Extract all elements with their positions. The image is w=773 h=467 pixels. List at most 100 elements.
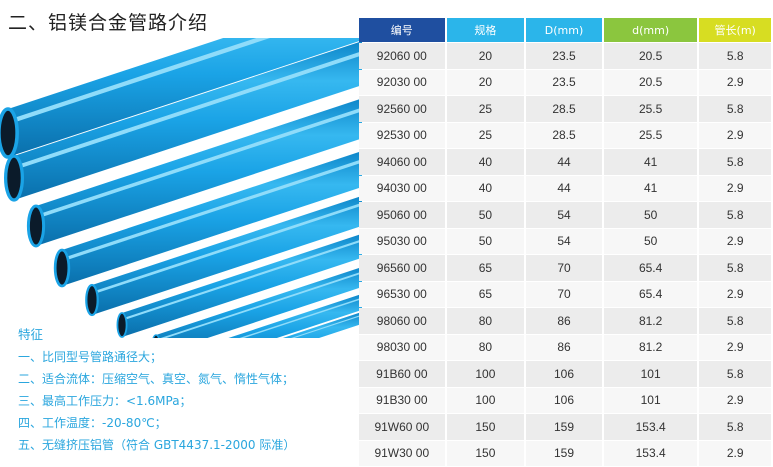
feature-item: 二、适合流体：压缩空气、真空、氮气、惰性气体； <box>18 372 295 386</box>
cell-inner-diameter: 25.5 <box>603 122 698 148</box>
pipe-highlight <box>35 107 362 219</box>
cell-outer-diameter: 86 <box>526 334 602 360</box>
cell-inner-diameter: 65.4 <box>603 255 698 281</box>
table-row: 91W60 00 150 159 153.4 5.8 <box>359 414 771 440</box>
cell-code: 95060 00 <box>359 202 445 228</box>
cell-code: 94030 00 <box>359 175 445 201</box>
feature-item: 四、工作温度：-20-80℃； <box>18 416 167 430</box>
cell-code: 92530 00 <box>359 122 445 148</box>
pipe-highlight <box>121 239 362 321</box>
cell-outer-diameter: 44 <box>526 175 602 201</box>
page-title: 二、铝镁合金管路介绍 <box>8 12 209 34</box>
cell-spec: 40 <box>446 149 525 175</box>
cell-length: 5.8 <box>699 96 771 122</box>
cell-length: 5.8 <box>699 43 771 69</box>
cell-inner-diameter: 41 <box>603 175 698 201</box>
table-row: 96560 00 65 70 65.4 5.8 <box>359 255 771 281</box>
cell-spec: 25 <box>446 122 525 148</box>
cell-code: 96560 00 <box>359 255 445 281</box>
cell-outer-diameter: 159 <box>526 414 602 440</box>
cell-outer-diameter: 23.5 <box>526 69 602 95</box>
cell-outer-diameter: 44 <box>526 149 602 175</box>
table-row: 92530 00 25 28.5 25.5 2.9 <box>359 122 771 148</box>
header-inner-diameter: d(mm) <box>603 18 698 42</box>
cell-code: 91B60 00 <box>359 361 445 387</box>
pipe-end <box>85 283 99 317</box>
aluminum-pipes-image <box>0 38 362 338</box>
cell-inner-diameter: 153.4 <box>603 440 698 466</box>
table-row: 94030 00 40 44 41 2.9 <box>359 175 771 201</box>
cell-outer-diameter: 86 <box>526 308 602 334</box>
table-header-row: 编号 规格 D(mm) d(mm) 管长(m) <box>359 18 771 42</box>
feature-item: 一、比同型号管路通径大； <box>18 350 163 364</box>
cell-inner-diameter: 25.5 <box>603 96 698 122</box>
cell-length: 5.8 <box>699 255 771 281</box>
pipe-end <box>0 107 19 159</box>
header-code: 编号 <box>359 18 445 42</box>
cell-length: 2.9 <box>699 69 771 95</box>
cell-spec: 150 <box>446 440 525 466</box>
pipe-end <box>152 334 160 338</box>
table-row: 92560 00 25 28.5 25.5 5.8 <box>359 96 771 122</box>
table-row: 92030 00 20 23.5 20.5 2.9 <box>359 69 771 95</box>
table-row: 92060 00 20 23.5 20.5 5.8 <box>359 43 771 69</box>
cell-spec: 65 <box>446 281 525 307</box>
pipe-highlight <box>91 202 362 295</box>
cell-length: 2.9 <box>699 122 771 148</box>
pipe-end <box>53 248 71 288</box>
cell-spec: 40 <box>446 175 525 201</box>
table-row: 91W30 00 150 159 153.4 2.9 <box>359 440 771 466</box>
pipe-group <box>0 38 362 338</box>
features-title: 特征 <box>18 327 44 342</box>
header-outer-diameter: D(mm) <box>526 18 602 42</box>
pipe-highlight <box>160 271 362 338</box>
pipe <box>228 293 362 338</box>
cell-code: 92030 00 <box>359 69 445 95</box>
feature-item: 三、最高工作压力：<1.6MPa； <box>18 394 192 408</box>
table-row: 94060 00 40 44 41 5.8 <box>359 149 771 175</box>
header-spec: 规格 <box>446 18 525 42</box>
pipe-end <box>26 204 46 248</box>
cell-outer-diameter: 106 <box>526 361 602 387</box>
pipe <box>282 311 362 338</box>
cell-spec: 65 <box>446 255 525 281</box>
cell-length: 2.9 <box>699 281 771 307</box>
cell-code: 91W60 00 <box>359 414 445 440</box>
cell-length: 5.8 <box>699 202 771 228</box>
cell-spec: 100 <box>446 387 525 413</box>
cell-inner-diameter: 50 <box>603 202 698 228</box>
table-row: 91B60 00 100 106 101 5.8 <box>359 361 771 387</box>
cell-inner-diameter: 50 <box>603 228 698 254</box>
pipe-highlight <box>61 159 362 262</box>
cell-spec: 50 <box>446 228 525 254</box>
pipe <box>8 38 362 157</box>
cell-inner-diameter: 65.4 <box>603 281 698 307</box>
cell-length: 2.9 <box>699 175 771 201</box>
cell-spec: 150 <box>446 414 525 440</box>
cell-inner-diameter: 81.2 <box>603 334 698 360</box>
cell-length: 5.8 <box>699 308 771 334</box>
cell-code: 98060 00 <box>359 308 445 334</box>
pipe-end <box>116 312 128 338</box>
cell-spec: 20 <box>446 69 525 95</box>
cell-length: 2.9 <box>699 334 771 360</box>
table-row: 98030 00 80 86 81.2 2.9 <box>359 334 771 360</box>
feature-item: 五、无缝挤压铝管（符合 GBT4437.1-2000 际准） <box>18 438 296 452</box>
cell-code: 91B30 00 <box>359 387 445 413</box>
cell-spec: 25 <box>446 96 525 122</box>
cell-spec: 20 <box>446 43 525 69</box>
cell-spec: 80 <box>446 334 525 360</box>
cell-outer-diameter: 23.5 <box>526 43 602 69</box>
table-row: 91B30 00 100 106 101 2.9 <box>359 387 771 413</box>
pipe-highlight <box>239 297 362 338</box>
cell-outer-diameter: 159 <box>526 440 602 466</box>
cell-inner-diameter: 41 <box>603 149 698 175</box>
table-row: 95060 00 50 54 50 5.8 <box>359 202 771 228</box>
cell-code: 94060 00 <box>359 149 445 175</box>
table-row: 96530 00 65 70 65.4 2.9 <box>359 281 771 307</box>
cell-code: 92560 00 <box>359 96 445 122</box>
cell-inner-diameter: 20.5 <box>603 43 698 69</box>
cell-length: 5.8 <box>699 361 771 387</box>
cell-length: 5.8 <box>699 414 771 440</box>
cell-outer-diameter: 28.5 <box>526 122 602 148</box>
